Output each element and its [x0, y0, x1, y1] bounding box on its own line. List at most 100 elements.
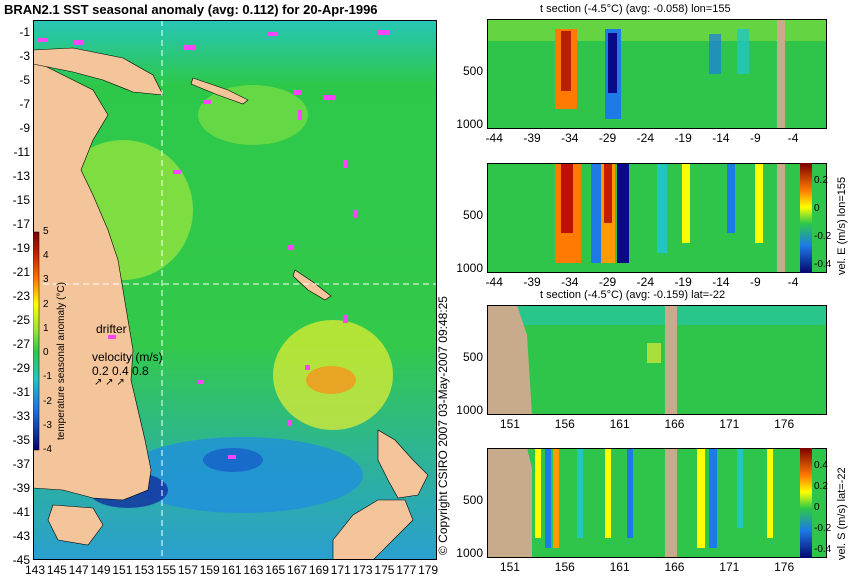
map-y-tick: -35: [12, 433, 30, 447]
section-x-tick: -24: [636, 275, 654, 289]
map-y-tick: -25: [12, 313, 30, 327]
section-x-tick: -34: [561, 275, 579, 289]
section-x-tick: -9: [750, 275, 761, 289]
map-colorbar-tick: 5: [43, 226, 49, 237]
map-x-tick: 143: [25, 563, 46, 577]
section-x-tick: -19: [674, 275, 692, 289]
vel-e-colorbar: [800, 163, 812, 273]
section-x-tick: -39: [523, 131, 541, 145]
map-y-tick: -19: [12, 241, 30, 255]
vel-s-colorbar-label: vel. S (m/s) lat=-22: [836, 467, 848, 560]
map-colorbar-tick: -2: [43, 395, 52, 407]
map-y-tick: -7: [19, 97, 30, 111]
section-y-tick: 500: [462, 493, 483, 508]
section-x-tick: -9: [750, 131, 761, 145]
section-x-tick: -29: [598, 131, 617, 145]
anomaly-warm-north: [198, 85, 308, 145]
section-colorbar-tick: -0.2: [814, 231, 832, 242]
map-x-tick: 179: [418, 563, 439, 577]
map-y-tick: -33: [12, 409, 30, 423]
map-y-tick: -41: [12, 505, 30, 519]
section-x-tick: -24: [636, 131, 654, 145]
section-colorbar-tick: 0.2: [814, 481, 828, 492]
map-y-tick: -13: [12, 169, 30, 183]
section-x-tick: -34: [561, 131, 579, 145]
colorbar-label: temperature seasonal anomaly (°C): [56, 282, 67, 440]
map-colorbar-tick: -4: [43, 444, 52, 455]
new-caledonia-land: [292, 269, 332, 301]
section-x-tick: 166: [664, 560, 685, 574]
map-y-tick: -3: [19, 49, 30, 63]
map-y-tick: -5: [19, 73, 30, 87]
map-x-tick: 153: [134, 563, 155, 577]
map-y-tick: -27: [12, 337, 30, 351]
section-x-tick: 176: [774, 417, 795, 431]
section-x-tick: -44: [485, 275, 503, 289]
map-y-tick: -43: [12, 529, 30, 543]
map-y-tick: -39: [12, 481, 30, 495]
map-y-tick: -11: [13, 145, 30, 159]
map-x-tick: 151: [112, 563, 133, 577]
map-x-tick: 171: [330, 563, 351, 577]
solomon-islands: [190, 77, 249, 105]
velocity-legend-title: velocity (m/s): [92, 350, 163, 364]
section-x-tick: -29: [598, 275, 617, 289]
map-y-tick: -15: [12, 193, 30, 207]
vel-s-colorbar: [800, 448, 812, 558]
map-colorbar-tick: -3: [43, 419, 52, 431]
map-x-tick: 161: [221, 563, 242, 577]
anomaly-cool-tasman: [123, 437, 363, 513]
velocity-legend-arrows: ↗ ↗ ↗: [94, 377, 125, 388]
section-colorbar-tick: 0.4: [814, 460, 828, 471]
map-y-tick: -31: [12, 385, 30, 399]
section-x-tick: 156: [554, 560, 575, 574]
map-x-tick: 167: [287, 563, 308, 577]
section-x-tick: 161: [609, 560, 630, 574]
map-y-tick: -45: [12, 553, 30, 567]
map-x-tick: 155: [156, 563, 177, 577]
map-x-tick: 147: [68, 563, 89, 577]
section-colorbar-tick: 0: [814, 502, 820, 513]
section-x-tick: 151: [499, 417, 520, 431]
map-x-tick: 169: [308, 563, 329, 577]
map-x-tick: 145: [46, 563, 67, 577]
section-y-tick: 500: [462, 64, 483, 79]
map-colorbar-tick: -1: [43, 371, 52, 383]
section-y-tick: 1000: [456, 260, 483, 275]
map-colorbar-tick: 1: [43, 322, 49, 334]
section-x-tick: -14: [712, 275, 730, 289]
new-zealand-south: [332, 499, 414, 560]
section-y-tick: 500: [462, 350, 483, 365]
tasmania-land: [47, 504, 104, 546]
australia-land: [33, 59, 152, 501]
new-guinea-land: [33, 47, 164, 96]
sst-colorbar: [33, 231, 40, 451]
copyright-notice: © Copyright CSIRO 2007 03-May-2007 09:48…: [436, 296, 450, 555]
velocity-legend-values: 0.2 0.4 0.8: [92, 364, 149, 378]
vel-e-section-plot: [487, 163, 827, 273]
sst-map: [33, 20, 437, 560]
map-y-tick: -1: [19, 25, 30, 39]
t-section-lat-title: t section (-4.5°C) (avg: -0.159) lat=-22: [540, 289, 726, 301]
map-colorbar-tick: 4: [43, 250, 49, 262]
map-x-tick: 157: [177, 563, 198, 577]
section-y-tick: 1000: [456, 402, 483, 417]
map-y-tick: -9: [19, 121, 30, 135]
map-y-tick: -37: [12, 457, 30, 471]
section-x-tick: 166: [664, 417, 685, 431]
map-colorbar-tick: 2: [43, 298, 49, 310]
drifter-markers: [38, 30, 390, 459]
section-colorbar-tick: -0.4: [814, 259, 832, 270]
section-x-tick: 176: [774, 560, 795, 574]
anomaly-cold-south2: [203, 448, 263, 472]
section-colorbar-tick: 0: [814, 203, 820, 214]
section-colorbar-tick: -0.2: [814, 523, 832, 534]
map-x-tick: 177: [396, 563, 417, 577]
t-section-lon-title: t section (-4.5°C) (avg: -0.058) lon=155: [540, 3, 731, 15]
map-y-tick: -23: [12, 289, 30, 303]
map-title: BRAN2.1 SST seasonal anomaly (avg: 0.112…: [4, 2, 378, 17]
section-x-tick: -39: [523, 275, 541, 289]
section-x-tick: 171: [719, 417, 740, 431]
map-x-tick: 173: [352, 563, 373, 577]
vel-e-colorbar-label: vel. E (m/s) lon=155: [836, 176, 848, 275]
